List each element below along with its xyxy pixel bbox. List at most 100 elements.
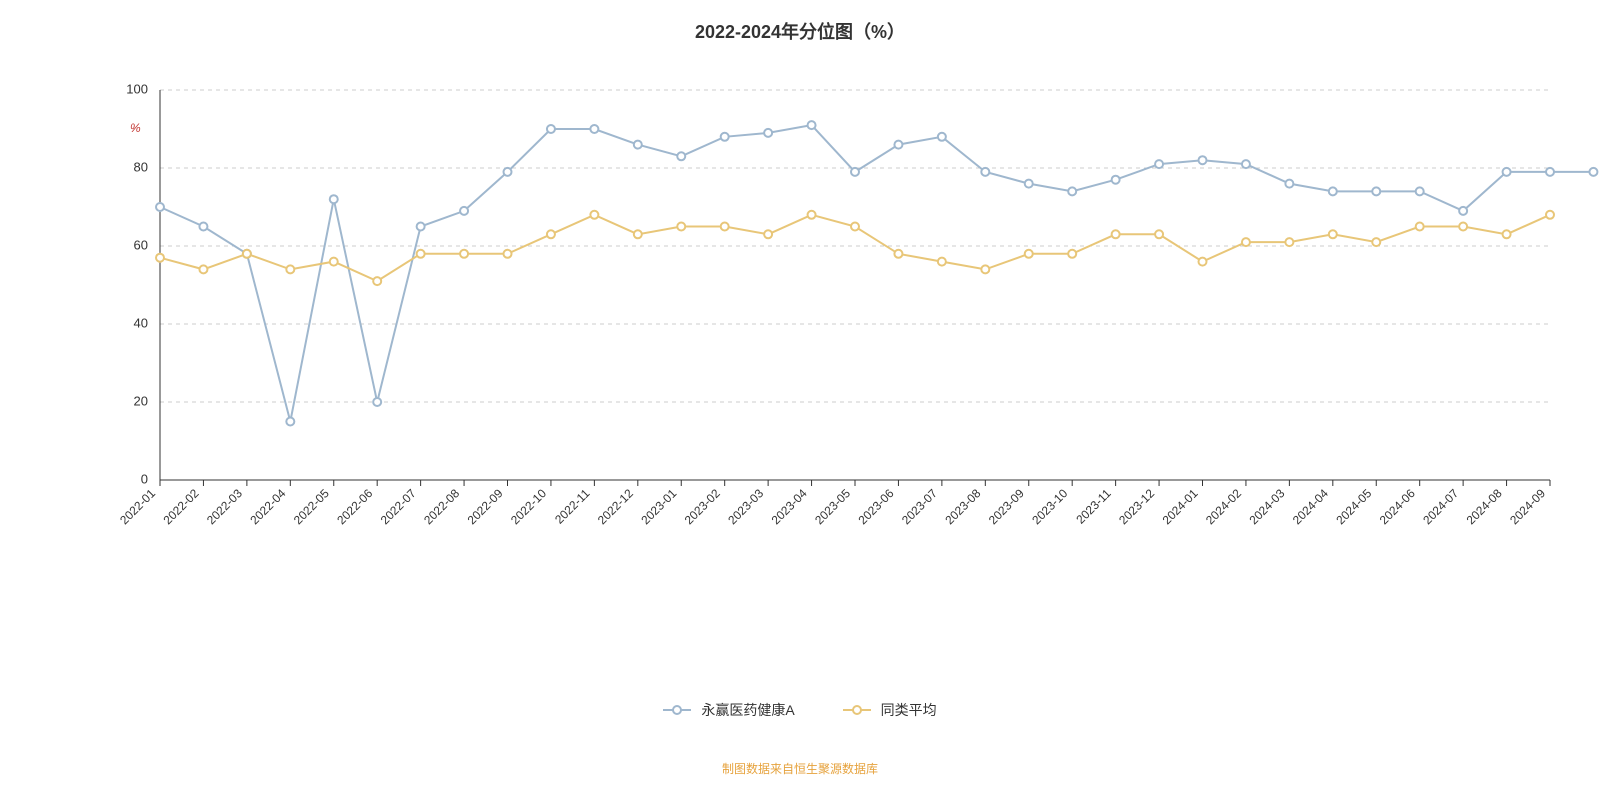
series-marker xyxy=(504,168,512,176)
x-tick-label: 2022-06 xyxy=(334,486,375,527)
x-tick-label: 2022-11 xyxy=(552,486,593,527)
series-marker xyxy=(634,230,642,238)
series-marker xyxy=(1199,156,1207,164)
series-marker xyxy=(1546,168,1554,176)
series-marker xyxy=(373,398,381,406)
series-marker xyxy=(1329,187,1337,195)
y-tick-label: 0 xyxy=(141,471,148,486)
series-marker xyxy=(1285,180,1293,188)
series-marker xyxy=(1112,176,1120,184)
line-chart: 2022-2024年分位图（%） % 0204060801002022-0120… xyxy=(0,0,1600,800)
series-marker xyxy=(590,125,598,133)
y-tick-label: 80 xyxy=(134,159,148,174)
series-marker xyxy=(894,141,902,149)
x-tick-label: 2024-02 xyxy=(1203,486,1244,527)
series-marker xyxy=(330,195,338,203)
x-tick-label: 2024-08 xyxy=(1464,486,1505,527)
series-marker xyxy=(808,211,816,219)
x-tick-label: 2022-01 xyxy=(117,486,158,527)
series-marker xyxy=(808,121,816,129)
series-marker xyxy=(199,265,207,273)
series-marker xyxy=(1503,168,1511,176)
x-tick-label: 2024-03 xyxy=(1246,486,1287,527)
x-tick-label: 2022-02 xyxy=(161,486,202,527)
series-marker xyxy=(851,168,859,176)
legend-swatch xyxy=(843,703,871,717)
series-marker xyxy=(417,250,425,258)
series-marker xyxy=(460,250,468,258)
y-tick-label: 20 xyxy=(134,393,148,408)
series-marker xyxy=(764,129,772,137)
y-tick-label: 100 xyxy=(126,81,148,96)
x-tick-label: 2022-04 xyxy=(247,486,288,527)
x-tick-label: 2022-12 xyxy=(595,486,636,527)
x-tick-label: 2023-10 xyxy=(1029,486,1070,527)
series-marker xyxy=(1416,223,1424,231)
y-axis-unit-label: % xyxy=(130,121,141,135)
series-marker xyxy=(590,211,598,219)
x-tick-label: 2023-04 xyxy=(769,486,810,527)
series-marker xyxy=(721,133,729,141)
series-marker xyxy=(373,277,381,285)
series-marker xyxy=(1503,230,1511,238)
x-tick-label: 2023-02 xyxy=(682,486,723,527)
x-tick-label: 2022-09 xyxy=(465,486,506,527)
series-marker xyxy=(677,152,685,160)
x-tick-label: 2024-01 xyxy=(1160,486,1201,527)
series-marker xyxy=(721,223,729,231)
series-marker xyxy=(1025,250,1033,258)
series-marker xyxy=(1459,223,1467,231)
series-marker xyxy=(460,207,468,215)
x-tick-label: 2023-11 xyxy=(1073,486,1114,527)
legend-label: 永赢医药健康A xyxy=(701,700,794,720)
series-marker xyxy=(1155,160,1163,168)
series-marker xyxy=(1285,238,1293,246)
series-marker xyxy=(1459,207,1467,215)
x-tick-label: 2022-10 xyxy=(508,486,549,527)
series-marker xyxy=(1068,187,1076,195)
series-marker xyxy=(547,230,555,238)
series-marker xyxy=(330,258,338,266)
series-marker xyxy=(243,250,251,258)
series-marker xyxy=(1589,168,1597,176)
x-tick-label: 2023-09 xyxy=(986,486,1027,527)
series-marker xyxy=(1242,238,1250,246)
chart-title: 2022-2024年分位图（%） xyxy=(0,18,1600,44)
x-tick-label: 2022-07 xyxy=(378,486,419,527)
series-marker xyxy=(981,168,989,176)
series-marker xyxy=(286,418,294,426)
series-marker xyxy=(851,223,859,231)
series-marker xyxy=(1372,187,1380,195)
x-tick-label: 2022-05 xyxy=(291,486,332,527)
x-tick-label: 2023-01 xyxy=(638,486,679,527)
x-tick-label: 2022-03 xyxy=(204,486,245,527)
x-tick-label: 2024-09 xyxy=(1507,486,1548,527)
series-marker xyxy=(1199,258,1207,266)
series-marker xyxy=(634,141,642,149)
series-marker xyxy=(1329,230,1337,238)
series-marker xyxy=(938,133,946,141)
x-tick-label: 2024-04 xyxy=(1290,486,1331,527)
x-tick-label: 2024-06 xyxy=(1377,486,1418,527)
series-line xyxy=(160,125,1593,421)
series-marker xyxy=(547,125,555,133)
series-marker xyxy=(1025,180,1033,188)
series-marker xyxy=(677,223,685,231)
x-tick-label: 2024-07 xyxy=(1420,486,1461,527)
y-tick-label: 40 xyxy=(134,315,148,330)
series-marker xyxy=(894,250,902,258)
series-marker xyxy=(1416,187,1424,195)
x-tick-label: 2023-03 xyxy=(725,486,766,527)
series-marker xyxy=(504,250,512,258)
legend-item: 同类平均 xyxy=(843,700,937,720)
chart-legend: 永赢医药健康A 同类平均 xyxy=(0,700,1600,720)
legend-swatch xyxy=(663,703,691,717)
chart-footer-note: 制图数据来自恒生聚源数据库 xyxy=(0,760,1600,777)
series-marker xyxy=(1155,230,1163,238)
series-marker xyxy=(156,203,164,211)
legend-label: 同类平均 xyxy=(881,700,937,720)
series-marker xyxy=(199,223,207,231)
series-marker xyxy=(1546,211,1554,219)
chart-canvas: 0204060801002022-012022-022022-032022-04… xyxy=(0,0,1600,800)
series-marker xyxy=(1112,230,1120,238)
